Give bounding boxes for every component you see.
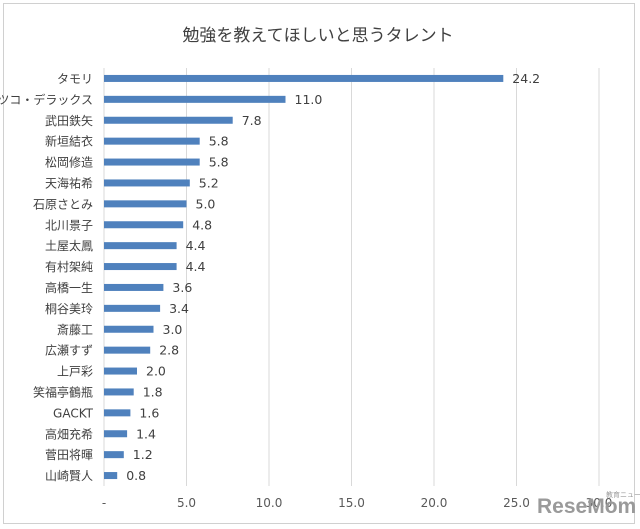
category-label: 新垣結衣	[45, 134, 93, 149]
category-label: 石原さとみ	[33, 197, 93, 211]
category-label: GACKT	[53, 406, 94, 420]
data-label: 24.2	[512, 71, 540, 86]
category-label: 北川景子	[45, 218, 93, 232]
data-label: 5.0	[196, 196, 216, 211]
bars	[104, 74, 504, 480]
bar	[104, 242, 177, 250]
bar	[104, 283, 164, 291]
category-label: 桐谷美玲	[45, 302, 93, 316]
data-label: 4.8	[192, 217, 212, 232]
data-label: 1.4	[136, 426, 156, 441]
bar	[104, 179, 190, 187]
x-tick-label: 30.0	[586, 496, 613, 510]
category-label: 高畑充希	[45, 426, 93, 441]
data-label: 1.8	[143, 384, 163, 399]
data-label: 2.0	[146, 364, 166, 379]
x-axis-ticks: - 5.0 10.0 15.0 20.0 25.0 30.0	[102, 496, 613, 510]
category-label: 笑福亭鶴瓶	[33, 384, 93, 399]
bar	[104, 367, 137, 375]
data-label: 3.6	[172, 280, 192, 295]
bar	[104, 346, 151, 354]
bar	[104, 472, 118, 480]
watermark: ReseMom 教育ニュース	[537, 490, 640, 518]
value-labels: 24.2 11.0 7.8 5.8 5.8 5.2 5.0 4.8 4.4 4.4 3.6 3.4 3.…	[126, 71, 540, 483]
category-labels: タモリマツコ・デラックス武田鉄矢新垣結衣松岡修造天海祐希石原さとみ北川景子土屋太…	[0, 72, 94, 483]
category-label: 天海祐希	[45, 175, 93, 190]
x-tick-label: 15.0	[338, 496, 365, 510]
data-label: 5.8	[209, 155, 229, 170]
bar	[104, 304, 161, 312]
bar	[104, 74, 504, 82]
category-label: 高橋一生	[45, 280, 93, 295]
category-label: 武田鉄矢	[45, 113, 93, 128]
data-label: 1.6	[139, 405, 159, 420]
bar	[104, 158, 200, 166]
watermark-caption: 教育ニュース	[606, 490, 640, 499]
category-label: 菅田将暉	[45, 448, 93, 462]
category-label: 山崎賢人	[45, 469, 93, 483]
bar	[104, 325, 154, 333]
data-label: 2.8	[159, 343, 179, 358]
data-label: 3.0	[163, 322, 183, 337]
data-label: 1.2	[133, 447, 153, 462]
bar	[104, 200, 187, 208]
category-label: 上戸彩	[57, 365, 93, 379]
bar	[104, 409, 131, 417]
category-label: 土屋太鳳	[45, 238, 93, 253]
data-label: 5.2	[199, 175, 219, 190]
gridlines	[103, 68, 600, 486]
bar	[104, 95, 286, 103]
bar	[104, 388, 134, 396]
bar	[104, 221, 184, 229]
category-label: マツコ・デラックス	[0, 92, 93, 107]
x-tick-label: 5.0	[177, 496, 196, 510]
data-label: 0.8	[126, 468, 146, 483]
data-label: 7.8	[242, 113, 262, 128]
bar	[104, 137, 200, 145]
data-label: 3.4	[169, 301, 189, 316]
x-tick-label: 25.0	[503, 496, 530, 510]
x-tick-label: 20.0	[421, 496, 448, 510]
category-label: 広瀬すず	[45, 344, 93, 358]
data-label: 11.0	[295, 92, 323, 107]
x-tick-label: -	[102, 496, 106, 510]
bar	[104, 451, 124, 459]
data-label: 5.8	[209, 134, 229, 149]
watermark-logo: ReseMom	[537, 495, 636, 518]
bar	[104, 116, 233, 124]
data-label: 4.4	[186, 259, 206, 274]
category-label: 松岡修造	[45, 155, 93, 170]
bar	[104, 430, 128, 438]
category-label: 斎藤工	[57, 322, 93, 337]
category-label: タモリ	[57, 72, 93, 86]
category-label: 有村架純	[45, 260, 93, 274]
data-label: 4.4	[186, 238, 206, 253]
bar	[104, 263, 177, 271]
x-tick-label: 10.0	[256, 496, 283, 510]
chart-title: 勉強を教えてほしいと思うタレント	[182, 26, 453, 46]
